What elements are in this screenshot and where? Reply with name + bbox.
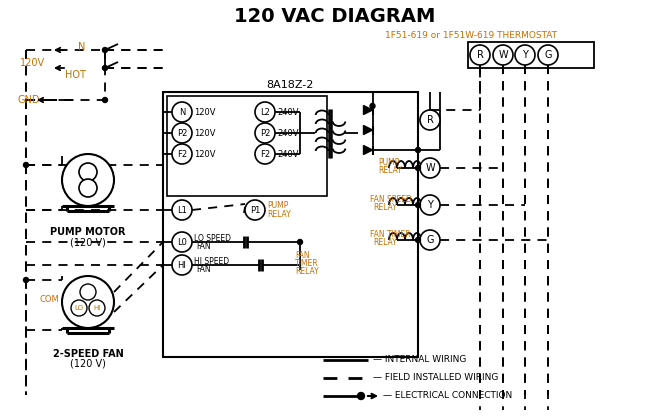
Text: PUMP: PUMP — [267, 201, 288, 210]
Circle shape — [62, 276, 114, 328]
Circle shape — [420, 195, 440, 215]
Text: P1: P1 — [250, 205, 260, 215]
Circle shape — [79, 163, 97, 181]
Circle shape — [23, 277, 29, 282]
Text: 1F51-619 or 1F51W-619 THERMOSTAT: 1F51-619 or 1F51W-619 THERMOSTAT — [385, 31, 557, 39]
Text: (120 V): (120 V) — [70, 359, 106, 369]
Circle shape — [255, 144, 275, 164]
Text: LO: LO — [74, 305, 84, 311]
Text: RELAY: RELAY — [267, 210, 291, 218]
Text: TIMER: TIMER — [295, 259, 319, 269]
Text: P2: P2 — [260, 129, 270, 137]
Circle shape — [172, 144, 192, 164]
Text: FAN: FAN — [295, 251, 310, 261]
FancyBboxPatch shape — [163, 92, 418, 357]
Circle shape — [103, 47, 107, 52]
Text: (120 V): (120 V) — [70, 237, 106, 247]
Circle shape — [172, 200, 192, 220]
Circle shape — [415, 147, 421, 153]
Text: L0: L0 — [177, 238, 187, 246]
Text: 2-SPEED FAN: 2-SPEED FAN — [53, 349, 123, 359]
Text: G: G — [426, 235, 433, 245]
Circle shape — [103, 65, 107, 70]
Text: RELAY: RELAY — [373, 238, 397, 246]
Text: PUMP MOTOR: PUMP MOTOR — [50, 227, 126, 237]
Circle shape — [103, 98, 107, 103]
Circle shape — [297, 240, 302, 245]
Circle shape — [255, 123, 275, 143]
Text: HOT: HOT — [65, 70, 86, 80]
Circle shape — [415, 238, 421, 243]
Text: R: R — [476, 50, 484, 60]
Circle shape — [172, 102, 192, 122]
Text: W: W — [425, 163, 435, 173]
Text: Y: Y — [522, 50, 528, 60]
Text: F2: F2 — [177, 150, 187, 158]
Text: P2: P2 — [177, 129, 187, 137]
Text: 120V: 120V — [194, 129, 216, 137]
Text: FAN: FAN — [196, 264, 210, 274]
Text: HI SPEED: HI SPEED — [194, 256, 229, 266]
Text: RELAY: RELAY — [295, 267, 319, 277]
FancyBboxPatch shape — [167, 96, 327, 196]
Circle shape — [255, 102, 275, 122]
Text: — ELECTRICAL CONNECTION: — ELECTRICAL CONNECTION — [383, 391, 513, 401]
Text: F2: F2 — [260, 150, 270, 158]
Text: HI: HI — [93, 305, 100, 311]
Circle shape — [470, 45, 490, 65]
Text: — INTERNAL WIRING: — INTERNAL WIRING — [373, 355, 466, 365]
Text: N: N — [179, 108, 185, 116]
Circle shape — [415, 202, 421, 207]
Text: PUMP: PUMP — [378, 158, 399, 166]
Circle shape — [515, 45, 535, 65]
Text: GND: GND — [17, 95, 40, 105]
Text: RELAY: RELAY — [378, 166, 402, 174]
Text: FAN SPEED: FAN SPEED — [370, 194, 412, 204]
Text: COM: COM — [40, 295, 59, 305]
Circle shape — [23, 163, 29, 168]
Circle shape — [493, 45, 513, 65]
Circle shape — [370, 103, 375, 109]
Circle shape — [420, 230, 440, 250]
Text: 120 VAC DIAGRAM: 120 VAC DIAGRAM — [234, 7, 436, 26]
Circle shape — [62, 154, 114, 206]
Text: 240V: 240V — [277, 150, 299, 158]
Circle shape — [420, 110, 440, 130]
Circle shape — [172, 232, 192, 252]
Polygon shape — [364, 106, 373, 114]
Polygon shape — [364, 145, 373, 155]
Text: N: N — [78, 42, 86, 52]
Text: 120V: 120V — [194, 150, 216, 158]
FancyBboxPatch shape — [468, 42, 594, 68]
Circle shape — [80, 284, 96, 300]
Circle shape — [245, 200, 265, 220]
Text: G: G — [544, 50, 552, 60]
Circle shape — [172, 123, 192, 143]
Text: HI: HI — [178, 261, 186, 269]
Text: Y: Y — [427, 200, 433, 210]
Circle shape — [79, 179, 97, 197]
Text: R: R — [427, 115, 433, 125]
Circle shape — [71, 300, 87, 316]
Text: — FIELD INSTALLED WIRING: — FIELD INSTALLED WIRING — [373, 373, 498, 383]
Text: 240V: 240V — [277, 129, 299, 137]
Circle shape — [415, 166, 421, 171]
Text: FAN: FAN — [196, 241, 210, 251]
Polygon shape — [364, 126, 373, 134]
Circle shape — [420, 158, 440, 178]
Circle shape — [538, 45, 558, 65]
Text: 120V: 120V — [20, 58, 45, 68]
Circle shape — [358, 393, 364, 399]
Text: LO SPEED: LO SPEED — [194, 233, 231, 243]
Text: L2: L2 — [260, 108, 270, 116]
Text: W: W — [498, 50, 508, 60]
Text: FAN TIMER: FAN TIMER — [370, 230, 411, 238]
Circle shape — [172, 255, 192, 275]
Text: RELAY: RELAY — [373, 202, 397, 212]
Circle shape — [89, 300, 105, 316]
Text: 8A18Z-2: 8A18Z-2 — [266, 80, 314, 90]
Text: L1: L1 — [177, 205, 187, 215]
Text: 120V: 120V — [194, 108, 216, 116]
Text: 240V: 240V — [277, 108, 299, 116]
